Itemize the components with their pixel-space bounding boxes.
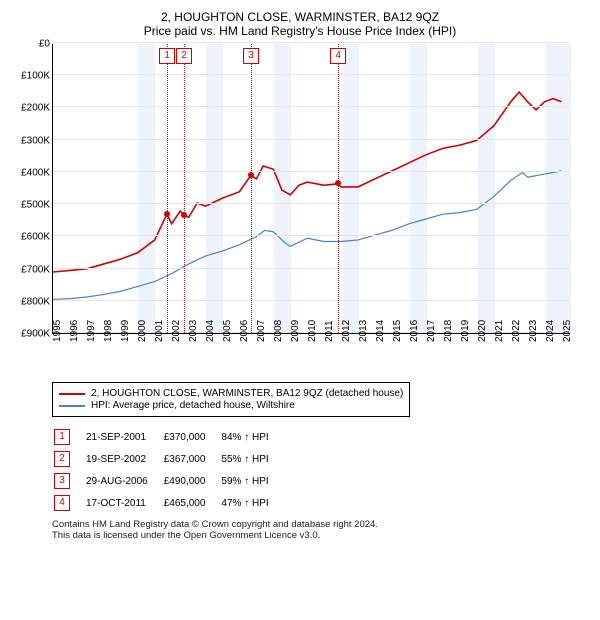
y-tick-label: £300K <box>21 135 50 146</box>
y-tick-label: £500K <box>21 200 50 211</box>
sale-price: £490,000 <box>164 471 220 491</box>
sale-delta: 84% ↑ HPI <box>221 427 282 447</box>
x-axis: 1995199619971998199920002001200220032004… <box>52 334 570 374</box>
sale-delta: 47% ↑ HPI <box>221 493 282 513</box>
chart-lines <box>53 44 570 333</box>
sale-tag: 4 <box>330 48 346 64</box>
sale-index-badge: 1 <box>54 429 70 445</box>
legend-swatch <box>59 405 85 407</box>
legend-label: 2, HOUGHTON CLOSE, WARMINSTER, BA12 9QZ … <box>91 388 403 399</box>
sale-index-badge: 4 <box>54 495 70 511</box>
legend-row-hpi: HPI: Average price, detached house, Wilt… <box>59 400 403 411</box>
sale-price: £367,000 <box>164 449 220 469</box>
sales-table: 1 21-SEP-2001£370,00084% ↑ HPI 2 19-SEP-200… <box>52 425 285 515</box>
y-tick-label: £900K <box>21 329 50 340</box>
sale-marker <box>164 211 170 217</box>
sale-marker <box>248 172 254 178</box>
table-row: 4 17-OCT-2011£465,00047% ↑ HPI <box>54 493 283 513</box>
table-row: 2 19-SEP-2002£367,00055% ↑ HPI <box>54 449 283 469</box>
page-title: 2, HOUGHTON CLOSE, WARMINSTER, BA12 9QZ <box>10 10 590 24</box>
sale-date: 19-SEP-2002 <box>86 449 162 469</box>
legend-label: HPI: Average price, detached house, Wilt… <box>91 400 295 411</box>
sale-index-badge: 2 <box>54 451 70 467</box>
table-row: 3 29-AUG-2006£490,00059% ↑ HPI <box>54 471 283 491</box>
sale-index-badge: 3 <box>54 473 70 489</box>
y-tick-label: £0 <box>39 39 50 50</box>
sale-marker <box>335 180 341 186</box>
sale-date: 29-AUG-2006 <box>86 471 162 491</box>
y-tick-label: £700K <box>21 264 50 275</box>
x-tick-label: 2025 <box>562 320 598 342</box>
sale-date: 21-SEP-2001 <box>86 427 162 447</box>
sale-delta: 59% ↑ HPI <box>221 471 282 491</box>
y-tick-label: £200K <box>21 103 50 114</box>
page-subtitle: Price paid vs. HM Land Registry's House … <box>10 24 590 38</box>
sale-tag: 3 <box>243 48 259 64</box>
y-axis: £0£100K£200K£300K£400K£500K£600K£700K£80… <box>10 44 52 334</box>
legend-row-property: 2, HOUGHTON CLOSE, WARMINSTER, BA12 9QZ … <box>59 388 403 399</box>
sale-delta: 55% ↑ HPI <box>221 449 282 469</box>
legend-swatch <box>59 393 85 395</box>
y-tick-label: £600K <box>21 232 50 243</box>
plot-area: 12 3 4 <box>52 44 570 334</box>
footnote-line: Contains HM Land Registry data © Crown c… <box>52 519 590 530</box>
sale-marker <box>181 212 187 218</box>
sale-tag: 2 <box>176 48 192 64</box>
y-tick-label: £400K <box>21 167 50 178</box>
table-row: 1 21-SEP-2001£370,00084% ↑ HPI <box>54 427 283 447</box>
footnote: Contains HM Land Registry data © Crown c… <box>52 519 590 541</box>
sale-price: £465,000 <box>164 493 220 513</box>
y-tick-label: £800K <box>21 296 50 307</box>
price-chart: £0£100K£200K£300K£400K£500K£600K£700K£80… <box>10 44 570 374</box>
sale-price: £370,000 <box>164 427 220 447</box>
legend: 2, HOUGHTON CLOSE, WARMINSTER, BA12 9QZ … <box>52 382 410 417</box>
footnote-line: This data is licensed under the Open Gov… <box>52 530 590 541</box>
y-tick-label: £100K <box>21 71 50 82</box>
sale-tag: 1 <box>159 48 175 64</box>
sale-date: 17-OCT-2011 <box>86 493 162 513</box>
